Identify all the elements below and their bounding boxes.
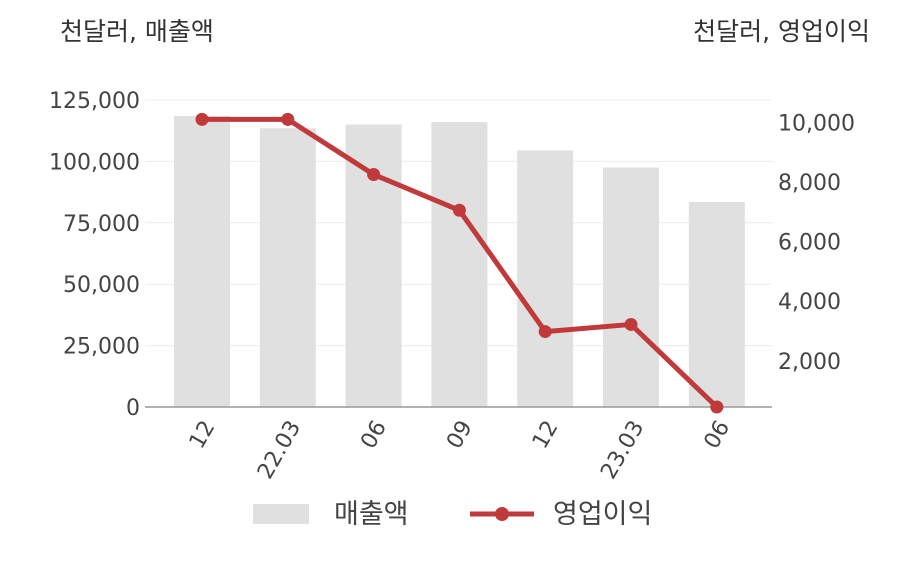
revenue-bar	[517, 150, 574, 407]
x-tick-label: 12	[185, 417, 221, 454]
operating-profit-point	[624, 317, 638, 331]
x-tick-label: 06	[700, 417, 736, 454]
x-tick-label: 12	[528, 417, 564, 454]
revenue-bar	[431, 122, 488, 407]
left-axis-unit-label: 천달러, 매출액	[60, 17, 214, 46]
bar-series-revenue	[174, 115, 745, 408]
x-tick-label: 06	[356, 417, 392, 454]
operating-profit-point	[281, 112, 295, 126]
operating-profit-point	[538, 325, 552, 339]
revenue-bar	[688, 201, 745, 407]
legend-label-revenue: 매출액	[334, 499, 409, 530]
operating-profit-point	[710, 400, 724, 414]
legend: 매출액 영업이익	[253, 499, 652, 530]
operating-profit-point	[195, 112, 209, 126]
x-tick-label: 22.03	[253, 417, 306, 484]
operating-profit-point	[452, 203, 466, 217]
right-tick-label: 4,000	[778, 290, 841, 315]
left-tick-label: 25,000	[63, 335, 140, 360]
left-tick-label: 125,000	[49, 89, 140, 114]
revenue-bar	[603, 167, 659, 407]
right-tick-label: 2,000	[778, 350, 841, 375]
revenue-bar	[174, 115, 230, 408]
x-tick-label: 23.03	[596, 417, 649, 484]
left-tick-label: 0	[126, 396, 140, 421]
revenue-bar	[259, 128, 316, 407]
right-tick-label: 8,000	[778, 171, 841, 196]
left-tick-label: 100,000	[49, 150, 140, 175]
revenue-bar	[345, 124, 402, 407]
right-tick-label: 6,000	[778, 231, 841, 256]
x-tick-label: 09	[442, 417, 478, 454]
operating-profit-point	[367, 168, 381, 182]
legend-label-operating-profit: 영업이익	[553, 499, 652, 530]
left-tick-label: 75,000	[63, 212, 140, 237]
right-axis-unit-label: 천달러, 영업이익	[693, 17, 870, 46]
line-series-operating-profit	[195, 112, 724, 414]
legend-swatch-revenue	[253, 504, 309, 524]
right-tick-label: 10,000	[778, 111, 855, 136]
left-tick-label: 50,000	[63, 273, 140, 298]
legend-marker-operating-profit	[495, 507, 509, 521]
